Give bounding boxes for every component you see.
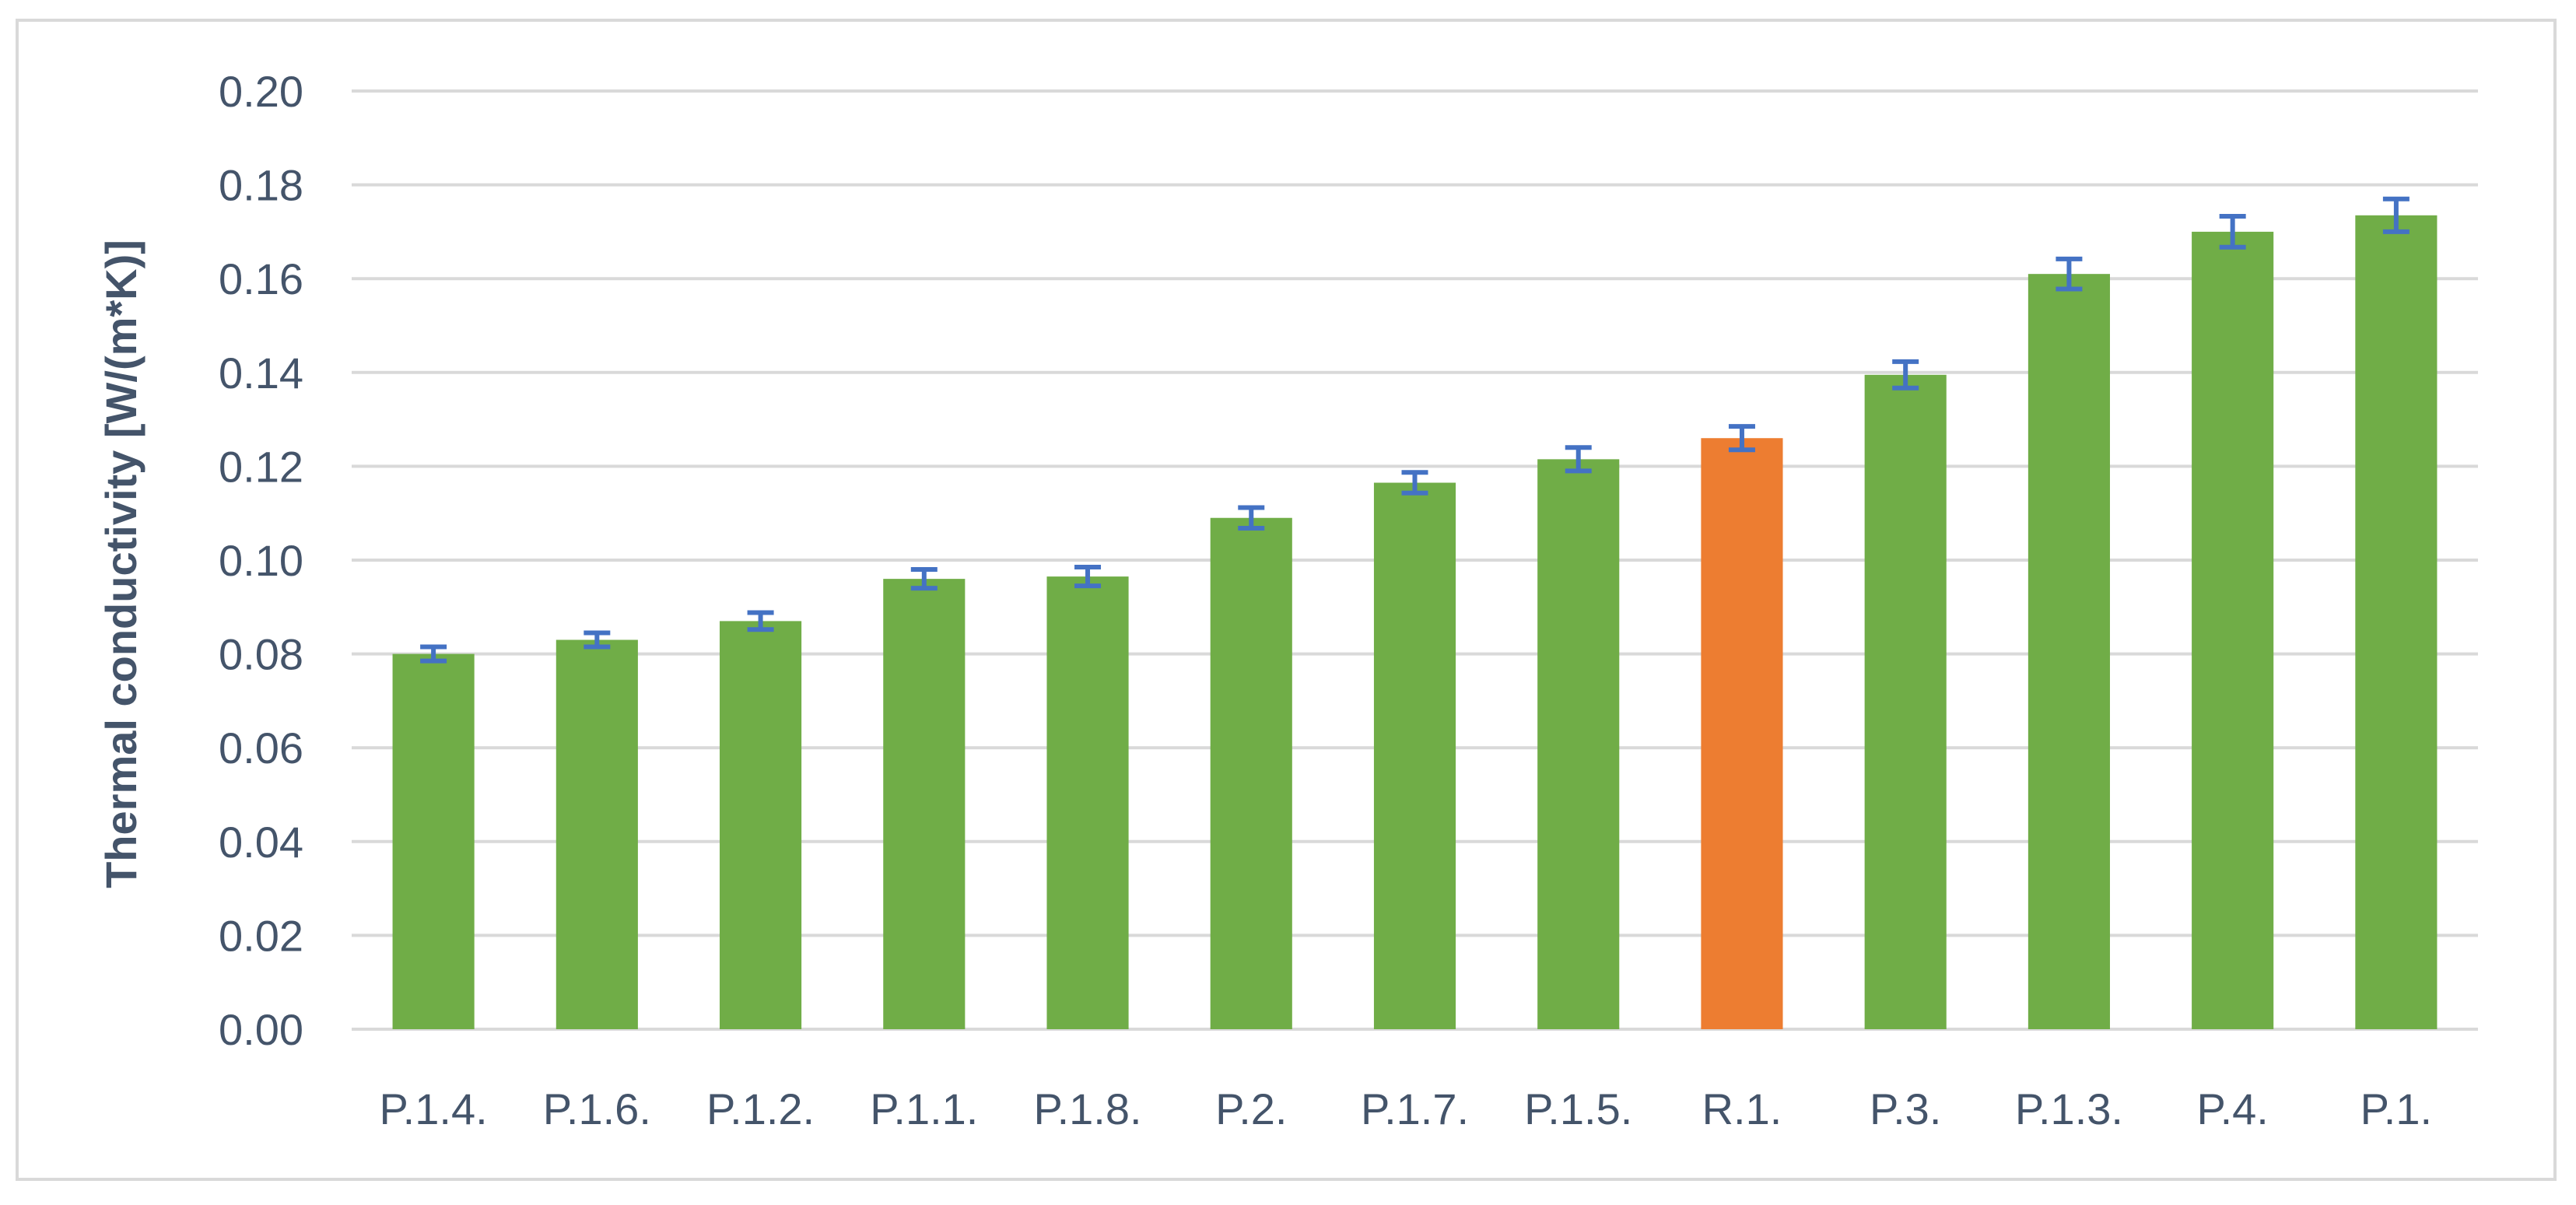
error-bars — [420, 196, 2410, 664]
error-bar — [2219, 214, 2246, 250]
x-tick-label: P.1.3. — [2015, 1084, 2123, 1133]
error-bar — [1565, 445, 1592, 474]
error-bar — [910, 567, 938, 591]
y-tick-label: 0.18 — [219, 161, 303, 210]
bar — [1864, 374, 1947, 1029]
error-bar — [1074, 565, 1102, 589]
x-tick-label: P.1.7. — [1361, 1084, 1469, 1133]
bar — [883, 579, 966, 1029]
y-axis-title: Thermal conductivity [W/(m*K)] — [96, 240, 145, 888]
x-tick-label: P.1.1. — [870, 1084, 978, 1133]
bar — [1701, 438, 1783, 1029]
y-tick-label: 0.00 — [219, 1005, 303, 1054]
y-tick-label: 0.08 — [219, 630, 303, 679]
error-bar — [420, 644, 447, 664]
bar — [2192, 231, 2274, 1029]
x-tick-label: P.4. — [2196, 1084, 2268, 1133]
bar — [1210, 517, 1292, 1029]
x-tick-label: P.2. — [1215, 1084, 1287, 1133]
error-bar — [584, 630, 611, 650]
y-tick-label: 0.14 — [219, 349, 303, 398]
error-bar — [2056, 256, 2083, 292]
bars — [392, 215, 2438, 1029]
y-tick-label: 0.06 — [219, 723, 303, 772]
x-tick-label: P.3. — [1870, 1084, 1941, 1133]
x-tick-label: P.1.5. — [1524, 1084, 1632, 1133]
y-tick-label: 0.10 — [219, 536, 303, 585]
x-tick-label: P.1.2. — [706, 1084, 815, 1133]
y-tick-label: 0.12 — [219, 442, 303, 491]
bar — [1373, 482, 1456, 1029]
error-bar — [747, 610, 774, 632]
y-tick-label: 0.04 — [219, 818, 303, 867]
x-tick-label: R.1. — [1702, 1084, 1782, 1133]
bar — [2028, 274, 2110, 1029]
bar — [2355, 215, 2438, 1029]
error-bar — [1892, 359, 1919, 391]
bar — [1046, 576, 1129, 1029]
x-tick-label: P.1. — [2360, 1084, 2432, 1133]
error-bar — [1728, 424, 1755, 453]
y-tick-label: 0.20 — [219, 67, 303, 116]
bar — [556, 639, 638, 1029]
error-bar — [1401, 470, 1428, 496]
bar — [392, 653, 475, 1029]
x-tick-label: P.1.6. — [543, 1084, 651, 1133]
gridlines — [352, 89, 2478, 1031]
x-axis-tick-labels: P.1.4. P.1.6. P.1.2. P.1.1. P.1.8. P.2. P.1.7.… — [380, 1084, 2433, 1133]
y-tick-label: 0.16 — [219, 254, 303, 303]
x-tick-label: P.1.8. — [1033, 1084, 1141, 1133]
x-tick-label: P.1.4. — [380, 1084, 488, 1133]
y-axis-tick-labels: 0.00 0.02 0.04 0.06 0.08 0.10 0.12 0.14 0.16 0.18… — [219, 67, 303, 1054]
bar — [720, 621, 802, 1029]
error-bar — [1238, 505, 1265, 531]
bar — [1537, 459, 1620, 1029]
y-tick-label: 0.02 — [219, 911, 303, 960]
error-bar — [2382, 196, 2410, 234]
